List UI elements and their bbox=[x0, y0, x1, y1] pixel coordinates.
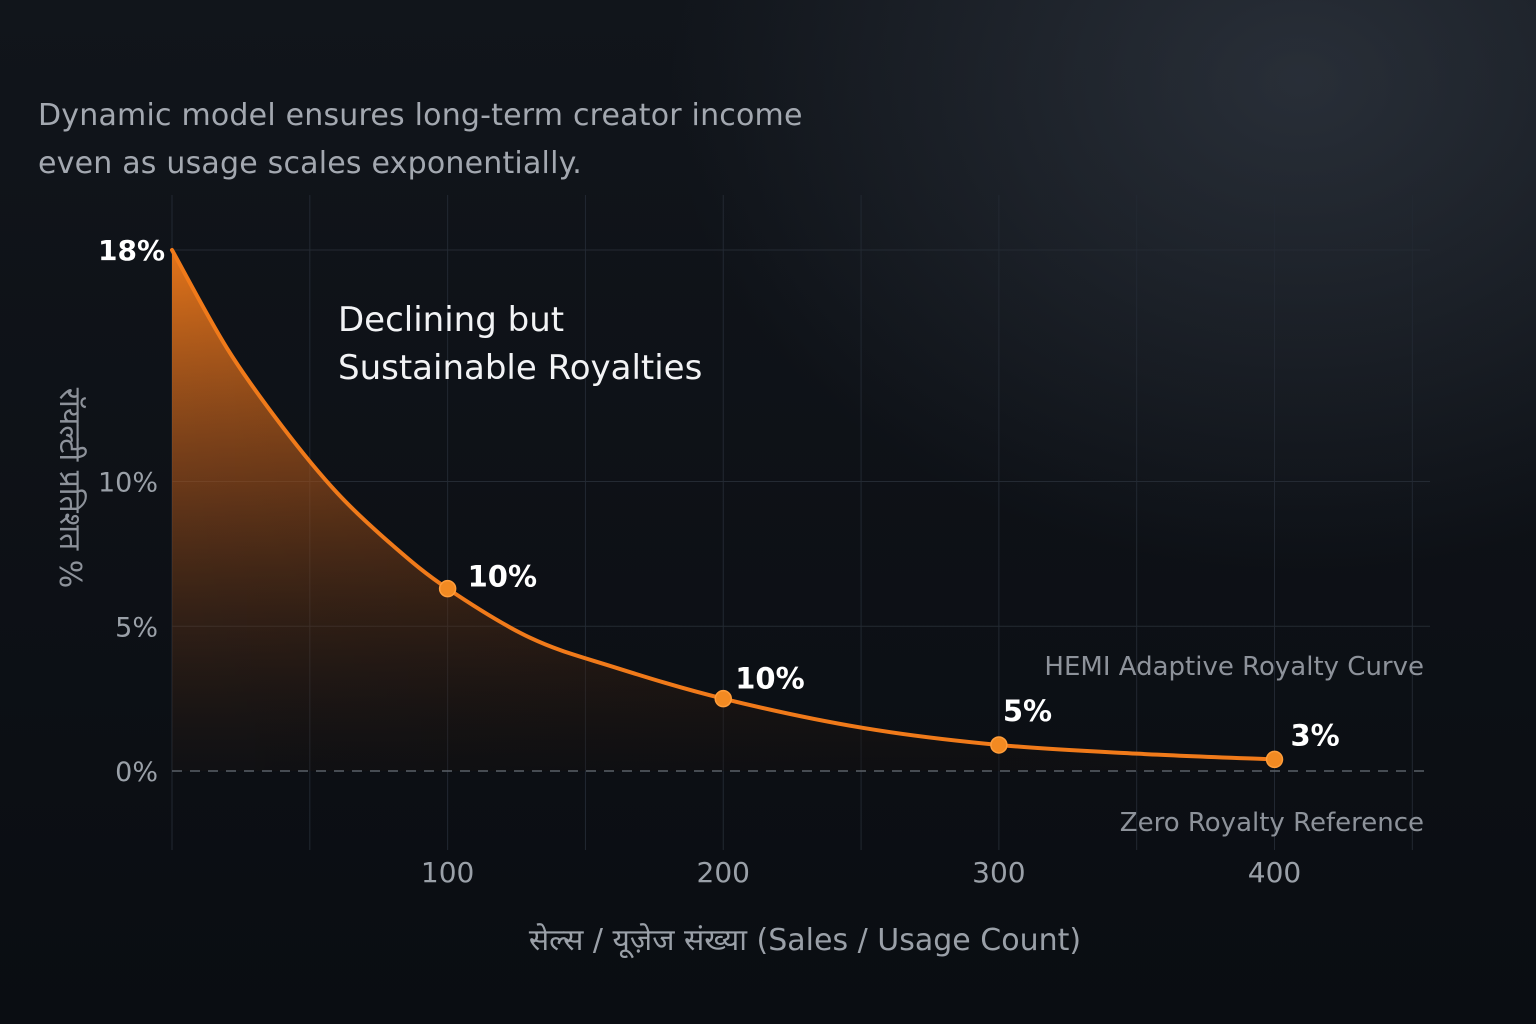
y-tick-label: 18% bbox=[98, 234, 165, 267]
y-tick-label: 5% bbox=[115, 612, 158, 643]
x-axis-label: सेल्स / यूज़ेज संख्या (Sales / Usage Cou… bbox=[529, 923, 1081, 959]
royalty-curve-line bbox=[170, 248, 1277, 762]
data-point-marker bbox=[438, 579, 457, 598]
x-tick-label: 200 bbox=[697, 856, 750, 889]
chart-subtitle: Dynamic model ensures long-term creator … bbox=[38, 92, 858, 188]
x-tick-label: 300 bbox=[972, 856, 1025, 889]
chart-text-group: 10% 10% 5% 3% 0% 5% 10% 18% 100 200 300 400 सेल्स / … bbox=[52, 234, 1424, 959]
curve-group bbox=[170, 248, 1277, 762]
area-fill bbox=[172, 250, 1275, 771]
curve-annotation-line: Sustainable Royalties bbox=[338, 348, 702, 388]
data-point-label: 10% bbox=[735, 662, 804, 696]
curve-annotation-line: Declining but bbox=[338, 300, 564, 340]
y-tick-label: 10% bbox=[98, 468, 158, 499]
subtitle-line-2: even as usage scales exponentially. bbox=[38, 146, 583, 181]
marker-group bbox=[438, 579, 1284, 769]
data-point-label: 5% bbox=[1003, 694, 1052, 728]
x-tick-label: 100 bbox=[421, 856, 474, 889]
subtitle-line-1: Dynamic model ensures long-term creator … bbox=[38, 98, 803, 133]
y-axis-label: रॉयल्टी प्रतिशत % bbox=[52, 388, 87, 588]
area-fill-shade bbox=[172, 250, 1275, 771]
reference-line-label: Zero Royalty Reference bbox=[1120, 808, 1424, 838]
x-tick-label: 400 bbox=[1248, 856, 1301, 889]
data-point-label: 3% bbox=[1291, 718, 1340, 752]
series-name-label: HEMI Adaptive Royalty Curve bbox=[1044, 652, 1424, 682]
data-point-label: 10% bbox=[468, 560, 537, 594]
data-point-marker bbox=[714, 689, 732, 708]
data-point-marker bbox=[1265, 750, 1284, 769]
data-point-marker bbox=[990, 736, 1008, 754]
y-tick-label: 0% bbox=[115, 757, 158, 788]
